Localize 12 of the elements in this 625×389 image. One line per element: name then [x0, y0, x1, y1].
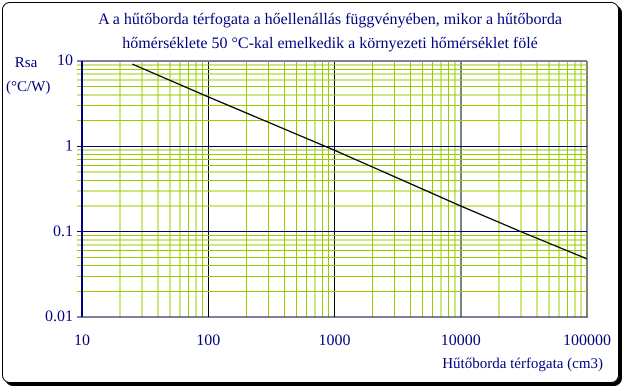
y-tick-label: 1: [65, 138, 73, 155]
y-tick-label: 0.1: [53, 222, 73, 240]
x-tick-label: 1000: [318, 332, 350, 349]
x-tick-label: 100000: [563, 332, 611, 349]
x-tick-label: 10000: [440, 332, 481, 349]
x-tick-label: 10: [74, 332, 90, 349]
y-axis-title: Rsa (°C/W): [6, 54, 50, 97]
y-tick-label: 0.01: [45, 308, 73, 326]
x-axis-title: Hűtőborda térfogata (cm3): [442, 356, 603, 373]
y-tick-label: 10: [57, 52, 73, 70]
chart-title: A a hűtőborda térfogata a hőellenállás függvényében, mikor a hűtőborda hőmérséklete 50 °C-kal emelkedik a környezeti hőmérséklet fölé: [98, 11, 562, 52]
x-tick-label: 100: [196, 332, 220, 349]
